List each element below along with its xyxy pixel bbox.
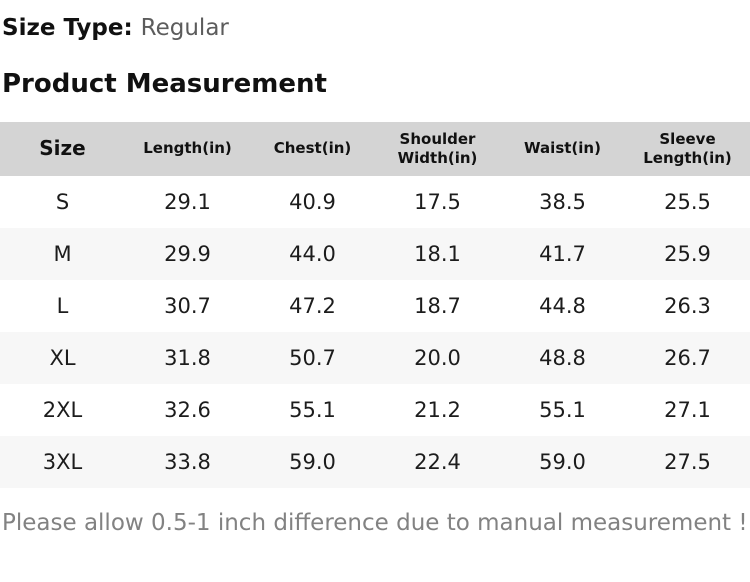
waist-value: 48.8	[539, 345, 586, 370]
sleeve-length-value: 26.3	[664, 293, 711, 318]
column-header-shoulder-width: Shoulder Width(in)	[397, 129, 478, 167]
waist-value: 38.5	[539, 189, 586, 214]
column-header-chest: Chest(in)	[273, 139, 352, 158]
chest-value: 59.0	[289, 449, 336, 474]
waist-value: 41.7	[539, 241, 586, 266]
length-value: 30.7	[164, 293, 211, 318]
waist-value: 55.1	[539, 397, 586, 422]
length-value: 33.8	[164, 449, 211, 474]
size-label: S	[55, 189, 70, 214]
size-type-line: Size Type: Regular	[2, 14, 750, 43]
length-value: 29.9	[164, 241, 211, 266]
size-label: M	[53, 241, 72, 266]
size-measurement-table: Size Length(in) Chest(in) Shoulder Width…	[0, 121, 750, 488]
chest-value: 44.0	[289, 241, 336, 266]
table-row-l: L 30.7 47.2 18.7 44.8 26.3	[0, 279, 750, 332]
shoulder-width-value: 22.4	[414, 449, 461, 474]
table-row-3xl: 3XL 33.8 59.0 22.4 59.0 27.5	[0, 435, 750, 488]
size-type-value: Regular	[140, 15, 229, 41]
sleeve-length-value: 25.9	[664, 241, 711, 266]
size-label: 2XL	[42, 397, 83, 422]
column-header-sleeve-length: Sleeve Length(in)	[643, 129, 732, 167]
table-row-m: M 29.9 44.0 18.1 41.7 25.9	[0, 227, 750, 280]
table-row-s: S 29.1 40.9 17.5 38.5 25.5	[0, 175, 750, 228]
chest-value: 50.7	[289, 345, 336, 370]
chest-value: 47.2	[289, 293, 336, 318]
shoulder-width-value: 18.1	[414, 241, 461, 266]
size-label: L	[56, 293, 69, 318]
size-label: XL	[49, 345, 76, 370]
sleeve-length-value: 27.5	[664, 449, 711, 474]
waist-value: 59.0	[539, 449, 586, 474]
size-type-label: Size Type:	[2, 15, 133, 41]
size-label: 3XL	[42, 449, 83, 474]
table-header-row: Size Length(in) Chest(in) Shoulder Width…	[0, 121, 750, 176]
sleeve-length-value: 27.1	[664, 397, 711, 422]
shoulder-width-value: 17.5	[414, 189, 461, 214]
table-row-xl: XL 31.8 50.7 20.0 48.8 26.7	[0, 331, 750, 384]
sleeve-length-value: 25.5	[664, 189, 711, 214]
length-value: 29.1	[164, 189, 211, 214]
table-row-2xl: 2XL 32.6 55.1 21.2 55.1 27.1	[0, 383, 750, 436]
page-title: Product Measurement	[2, 68, 327, 99]
shoulder-width-value: 20.0	[414, 345, 461, 370]
shoulder-width-value: 18.7	[414, 293, 461, 318]
column-header-waist: Waist(in)	[524, 139, 601, 158]
sleeve-length-value: 26.7	[664, 345, 711, 370]
length-value: 31.8	[164, 345, 211, 370]
column-header-length: Length(in)	[143, 139, 232, 158]
shoulder-width-value: 21.2	[414, 397, 461, 422]
measurement-disclaimer: Please allow 0.5-1 inch difference due t…	[2, 509, 748, 536]
chest-value: 40.9	[289, 189, 336, 214]
waist-value: 44.8	[539, 293, 586, 318]
column-header-size: Size	[39, 136, 86, 161]
chest-value: 55.1	[289, 397, 336, 422]
length-value: 32.6	[164, 397, 211, 422]
